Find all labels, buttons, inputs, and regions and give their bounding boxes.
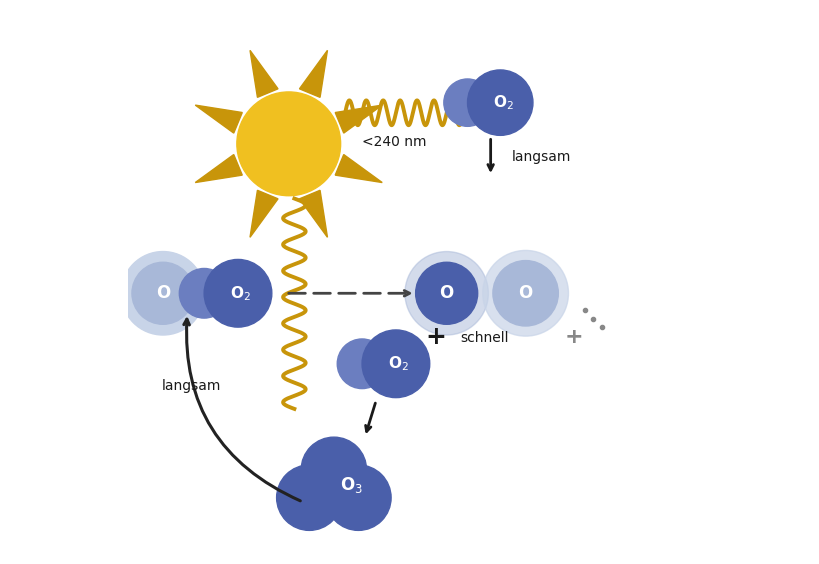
- Circle shape: [405, 252, 488, 335]
- Circle shape: [337, 339, 387, 389]
- Circle shape: [492, 261, 558, 326]
- Circle shape: [325, 465, 391, 530]
- Text: O$_2$: O$_2$: [492, 93, 513, 112]
- Text: O: O: [156, 284, 170, 302]
- Text: O$_2$: O$_2$: [388, 354, 409, 373]
- Text: O$_2$: O$_2$: [230, 284, 251, 303]
- Circle shape: [237, 92, 340, 196]
- Polygon shape: [195, 155, 242, 183]
- Text: langsam: langsam: [161, 380, 221, 393]
- Text: langsam: langsam: [511, 150, 570, 164]
- Text: +: +: [563, 327, 582, 347]
- Text: O: O: [439, 284, 453, 302]
- Circle shape: [362, 330, 429, 398]
- Circle shape: [179, 268, 229, 318]
- Polygon shape: [299, 190, 327, 237]
- Text: schnell: schnell: [460, 332, 509, 345]
- Text: O$_3$: O$_3$: [340, 474, 363, 495]
- Polygon shape: [335, 105, 382, 133]
- Polygon shape: [335, 155, 382, 183]
- Text: O: O: [518, 284, 532, 302]
- Polygon shape: [250, 50, 278, 98]
- Circle shape: [415, 262, 477, 324]
- Text: +: +: [424, 325, 446, 349]
- Circle shape: [121, 252, 205, 335]
- Circle shape: [443, 79, 491, 126]
- Circle shape: [204, 259, 271, 327]
- Circle shape: [301, 437, 366, 503]
- Text: <240 nm: <240 nm: [361, 135, 426, 149]
- Circle shape: [482, 250, 568, 336]
- Circle shape: [467, 70, 532, 135]
- Circle shape: [276, 465, 342, 530]
- Polygon shape: [195, 105, 242, 133]
- Polygon shape: [299, 50, 327, 98]
- Circle shape: [132, 262, 194, 324]
- Polygon shape: [250, 190, 278, 237]
